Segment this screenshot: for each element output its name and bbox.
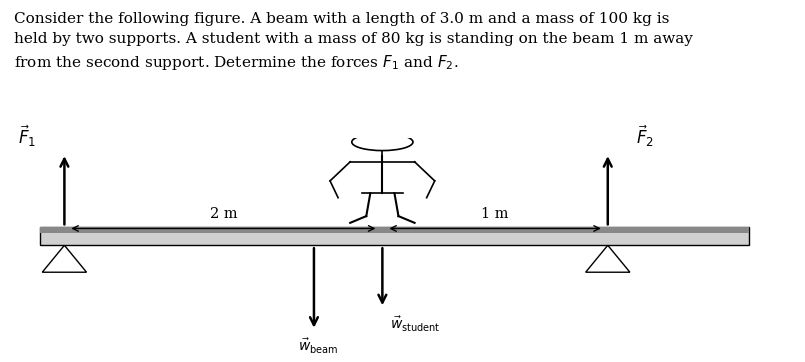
Text: 1 m: 1 m (481, 207, 509, 221)
Polygon shape (40, 227, 749, 245)
Polygon shape (43, 245, 87, 272)
Text: Consider the following figure. A beam with a length of 3.0 m and a mass of 100 k: Consider the following figure. A beam wi… (14, 12, 693, 72)
Text: 2 m: 2 m (209, 207, 237, 221)
Polygon shape (40, 227, 749, 233)
Text: $\vec{w}_{\mathrm{student}}$: $\vec{w}_{\mathrm{student}}$ (390, 315, 441, 334)
Text: $\vec{F}_2$: $\vec{F}_2$ (636, 123, 654, 149)
Text: $\vec{F}_1$: $\vec{F}_1$ (18, 123, 36, 149)
Polygon shape (586, 245, 630, 272)
Text: $\vec{w}_{\mathrm{beam}}$: $\vec{w}_{\mathrm{beam}}$ (298, 337, 338, 356)
